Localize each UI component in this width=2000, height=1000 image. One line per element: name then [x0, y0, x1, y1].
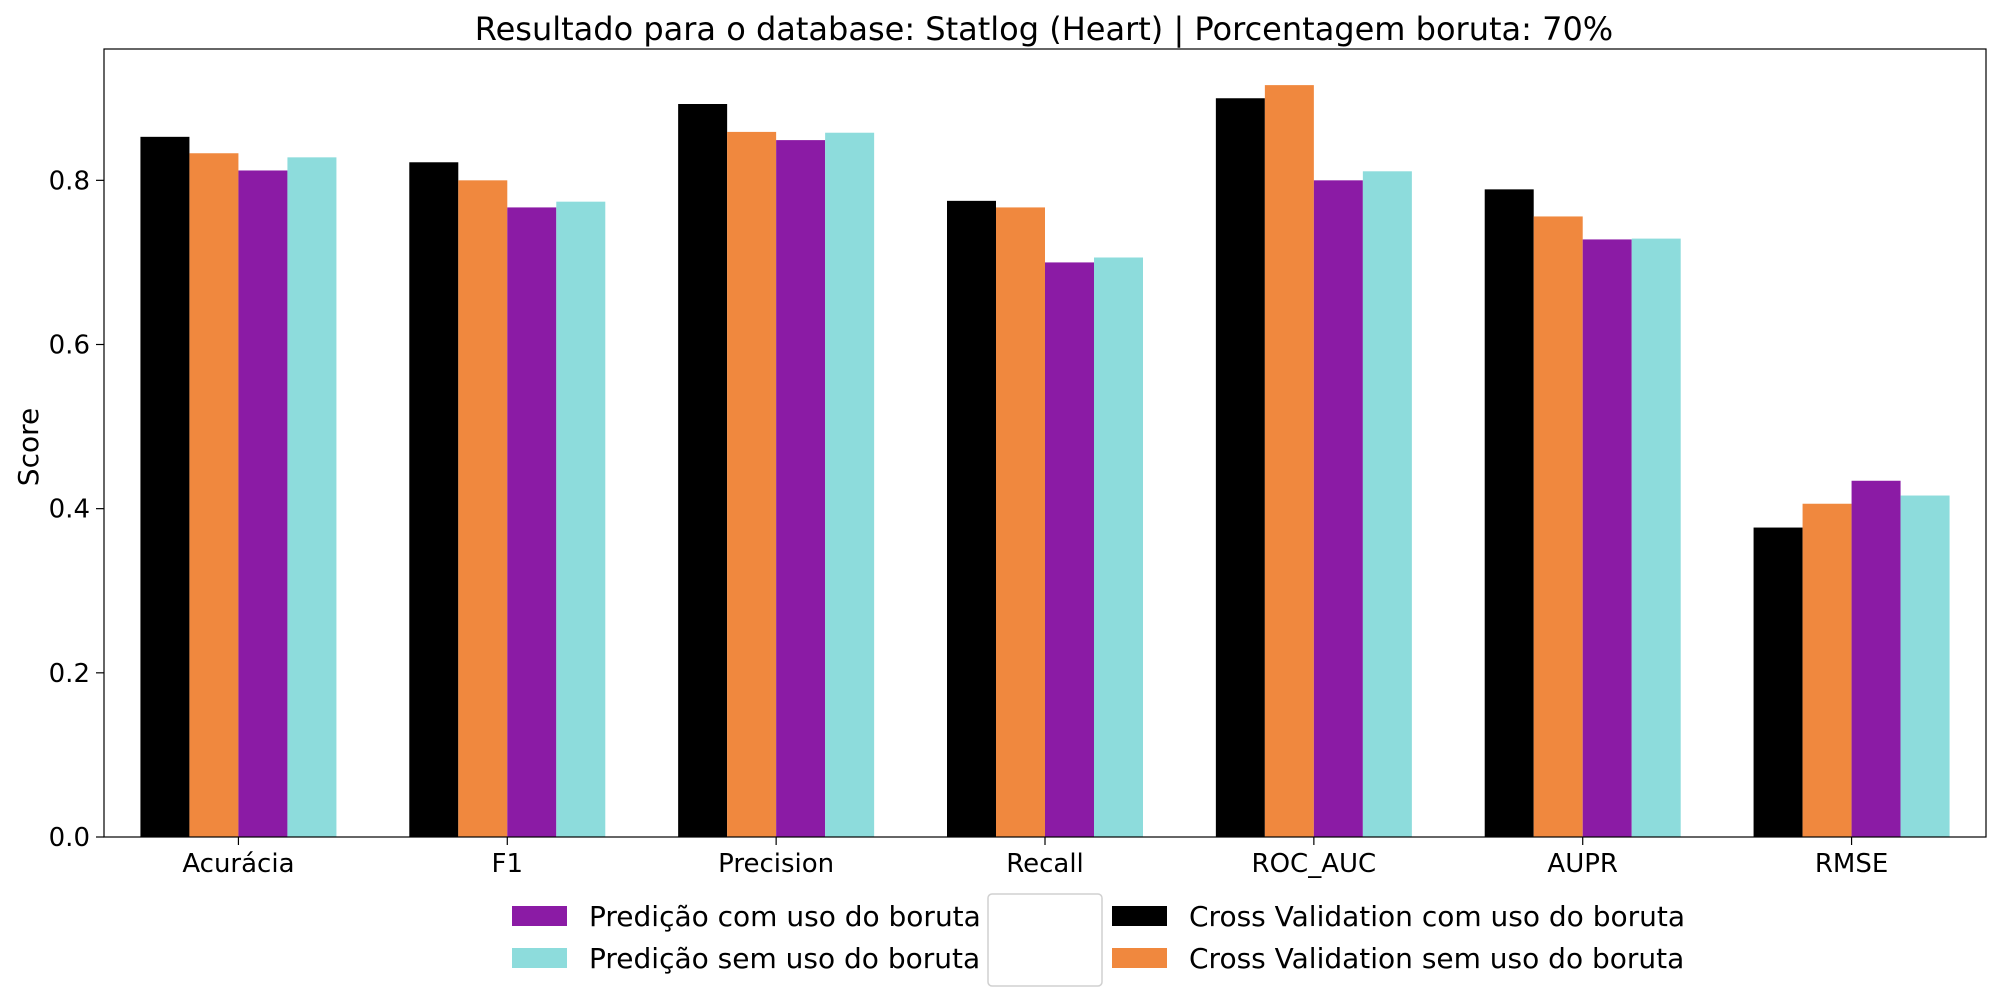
bar-aupr-series-2	[1533, 216, 1583, 837]
chart-title: Resultado para o database: Statlog (Hear…	[475, 10, 1613, 48]
x-tick-label: AUPR	[1547, 849, 1618, 879]
bar-rmse-series-2	[1802, 503, 1852, 837]
y-tick-label: 0.2	[49, 659, 90, 689]
legend: Predição com uso do boruta Predição sem u…	[512, 893, 1685, 987]
bar-f1-series-1	[409, 162, 459, 837]
bar-recall-series-2	[996, 207, 1045, 838]
bar-precision-series-3	[776, 140, 826, 838]
bar-precision-series-2	[727, 131, 777, 837]
legend-swatch	[512, 906, 567, 926]
x-tick-label: F1	[492, 849, 524, 879]
y-tick-label: 0.0	[49, 823, 90, 853]
legend-label: Predição com uso do boruta	[589, 900, 981, 933]
bar-aupr-series-4	[1631, 238, 1681, 838]
y-tick-label: 0.6	[49, 331, 90, 361]
x-tick-label: RMSE	[1815, 849, 1888, 879]
bar-precision-series-1	[678, 104, 728, 837]
bar-roc-auc-series-4	[1362, 171, 1412, 838]
bar-aupr-series-1	[1484, 189, 1534, 838]
bar-recall-series-3	[1045, 262, 1094, 837]
bar-f1-series-2	[458, 180, 508, 837]
bar-acur-cia-series-2	[189, 153, 239, 837]
x-tick-label: Acurácia	[182, 849, 294, 879]
plot-area: 0.0 0.2 0.4 0.6 0.8 Acurácia F1 Precision Recall…	[49, 48, 1987, 879]
bar-roc-auc-series-3	[1313, 180, 1363, 837]
x-tick-label: Precision	[718, 849, 834, 879]
bar-rmse-series-1	[1753, 527, 1803, 837]
bar-acur-cia-series-3	[238, 170, 288, 838]
bar-f1-series-4	[556, 201, 606, 838]
y-axis-label: Score	[12, 408, 45, 486]
bar-roc-auc-series-2	[1264, 85, 1314, 838]
y-tick-label: 0.4	[49, 495, 90, 525]
bar-recall-series-4	[1094, 257, 1143, 837]
y-tick-label: 0.8	[49, 166, 90, 196]
bar-f1-series-3	[507, 207, 557, 838]
x-tick-label: Recall	[1006, 849, 1084, 879]
bar-rmse-series-3	[1851, 480, 1901, 837]
bar-rmse-series-4	[1900, 495, 1950, 837]
bar-aupr-series-3	[1582, 239, 1632, 837]
bar-recall-series-1	[947, 200, 996, 838]
legend-label: Cross Validation sem uso do boruta	[1189, 942, 1684, 975]
bar-acur-cia-series-4	[287, 157, 337, 838]
bar-roc-auc-series-1	[1215, 98, 1265, 837]
legend-label: Cross Validation com uso do boruta	[1189, 900, 1685, 933]
legend-swatch	[512, 948, 567, 968]
x-tick-label: ROC_AUC	[1252, 849, 1377, 879]
legend-swatch	[1112, 948, 1167, 968]
legend-empty-box	[987, 893, 1103, 987]
legend-label: Predição sem uso do boruta	[589, 942, 980, 975]
bar-precision-series-4	[825, 132, 875, 838]
bar-acur-cia-series-1	[140, 136, 190, 837]
legend-swatch	[1112, 906, 1167, 926]
